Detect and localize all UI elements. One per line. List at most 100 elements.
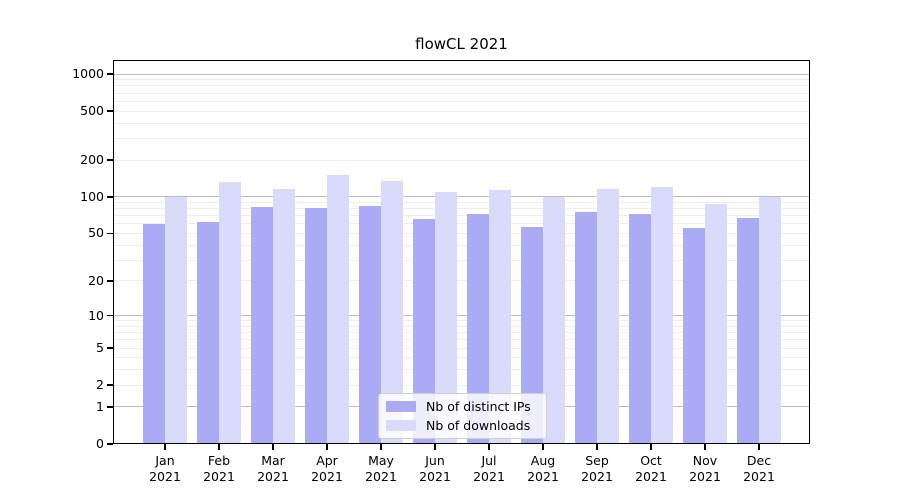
gridline-minor: [113, 357, 810, 359]
gridline-minor: [113, 110, 810, 112]
gridline-minor: [113, 325, 810, 327]
bar-nb-of-distinct-ips-mar-2021: [251, 207, 273, 444]
x-tick-mark: [542, 444, 544, 450]
bar-nb-of-downloads-dec-2021: [759, 196, 781, 444]
x-tick-label: Dec 2021: [743, 453, 775, 484]
legend: Nb of distinct IPs Nb of downloads: [378, 393, 547, 439]
y-tick-label: 50: [88, 225, 104, 241]
y-tick-mark: [107, 110, 113, 112]
bar-nb-of-downloads-apr-2021: [327, 175, 349, 444]
gridline-minor: [113, 92, 810, 94]
x-tick-mark: [164, 444, 166, 450]
gridline-minor: [113, 79, 810, 81]
y-tick-label: 2: [96, 377, 104, 393]
bar-nb-of-downloads-feb-2021: [219, 181, 241, 444]
bar-nb-of-distinct-ips-feb-2021: [197, 222, 219, 444]
y-tick-label: 500: [80, 103, 104, 119]
y-tick-mark: [107, 280, 113, 282]
y-tick-mark: [107, 232, 113, 235]
gridline-minor: [113, 339, 810, 341]
x-tick-label: Nov 2021: [689, 453, 721, 484]
x-tick-label: Jan 2021: [149, 453, 181, 484]
bar-nb-of-downloads-aug-2021: [543, 196, 565, 444]
y-tick-mark: [107, 196, 113, 198]
x-tick-mark: [758, 444, 760, 450]
y-tick-mark: [107, 406, 113, 408]
bar-nb-of-distinct-ips-nov-2021: [683, 228, 705, 444]
gridline-minor: [113, 259, 810, 261]
x-tick-label: Jun 2021: [419, 453, 451, 484]
gridline-minor: [113, 280, 810, 282]
gridline-minor: [113, 347, 810, 349]
y-tick-label: 100: [80, 188, 104, 204]
x-tick-label: Apr 2021: [311, 453, 343, 484]
bar-nb-of-distinct-ips-dec-2021: [737, 218, 759, 444]
bar-nb-of-downloads-sep-2021: [597, 189, 619, 444]
legend-label-downloads: Nb of downloads: [426, 418, 531, 434]
x-tick-label: Jul 2021: [473, 453, 505, 484]
gridline-minor: [113, 215, 810, 217]
x-tick-mark: [704, 444, 706, 450]
bar-nb-of-downloads-mar-2021: [273, 188, 295, 444]
y-tick-mark: [107, 314, 113, 317]
gridline-minor: [113, 244, 810, 246]
bar-nb-of-downloads-jul-2021: [489, 190, 511, 444]
gridline-minor: [113, 320, 810, 322]
y-tick-label: 20: [88, 272, 104, 288]
gridline-minor: [113, 369, 810, 371]
bar-nb-of-distinct-ips-jul-2021: [467, 213, 489, 444]
y-tick-mark: [107, 347, 113, 349]
x-tick-mark: [380, 444, 382, 450]
bar-nb-of-distinct-ips-jun-2021: [413, 218, 435, 444]
gridline-minor: [113, 85, 810, 87]
x-tick-label: Oct 2021: [635, 453, 667, 484]
bar-nb-of-downloads-jan-2021: [165, 196, 187, 444]
gridline-minor: [113, 137, 810, 139]
gridline-minor: [113, 100, 810, 102]
x-tick-label: May 2021: [365, 453, 397, 484]
gridline-minor: [113, 332, 810, 334]
y-tick-label: 10: [88, 307, 104, 323]
bar-nb-of-distinct-ips-sep-2021: [575, 212, 597, 444]
x-tick-mark: [488, 444, 490, 450]
gridline-minor: [113, 208, 810, 210]
y-tick-label: 0: [96, 436, 104, 451]
y-tick-label: 1000: [72, 66, 104, 82]
bar-nb-of-downloads-nov-2021: [705, 204, 727, 444]
x-tick-mark: [650, 444, 652, 450]
gridline-minor: [113, 122, 810, 124]
bar-nb-of-distinct-ips-aug-2021: [521, 226, 543, 444]
bar-nb-of-distinct-ips-oct-2021: [629, 214, 651, 444]
gridline-minor: [113, 201, 810, 203]
x-tick-label: Feb 2021: [203, 453, 235, 484]
y-tick-mark: [107, 443, 113, 445]
bar-nb-of-distinct-ips-may-2021: [359, 206, 381, 444]
gridline-minor: [113, 232, 810, 234]
bar-nb-of-downloads-jun-2021: [435, 191, 457, 444]
x-tick-mark: [596, 444, 598, 450]
x-tick-mark: [272, 444, 274, 450]
y-tick-label: 200: [80, 152, 104, 167]
gridline-major: [113, 73, 810, 75]
gridline-major: [113, 196, 810, 198]
y-tick-label: 1: [96, 398, 104, 414]
x-tick-label: Mar 2021: [257, 453, 289, 484]
chart-title: flowCL 2021: [415, 35, 508, 53]
legend-swatch-downloads: [386, 420, 416, 432]
plot-area: [113, 60, 810, 444]
x-tick-mark: [326, 444, 328, 450]
gridline-minor: [113, 384, 810, 386]
y-tick-mark: [107, 159, 113, 161]
legend-item-distinct-ips: Nb of distinct IPs: [379, 399, 546, 414]
bar-nb-of-downloads-may-2021: [381, 180, 403, 444]
y-tick-label: 5: [96, 340, 104, 356]
bar-nb-of-distinct-ips-jan-2021: [143, 223, 165, 444]
legend-label-distinct-ips: Nb of distinct IPs: [426, 398, 531, 414]
gridline-minor: [113, 159, 810, 161]
x-tick-mark: [434, 444, 436, 450]
gridline-major: [113, 315, 810, 317]
legend-item-downloads: Nb of downloads: [379, 418, 546, 433]
x-tick-label: Aug 2021: [527, 453, 559, 484]
x-tick-mark: [218, 444, 220, 450]
